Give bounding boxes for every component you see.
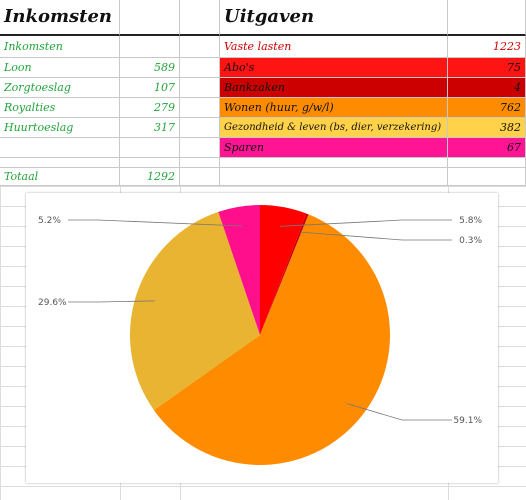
cell[interactable] <box>120 36 180 58</box>
incomes-subheader[interactable]: Inkomsten <box>0 36 120 58</box>
income-label[interactable]: Loon <box>0 58 120 78</box>
expense-value[interactable]: 4 <box>448 78 526 98</box>
cell[interactable] <box>180 168 220 186</box>
leader-line <box>300 231 452 241</box>
pie-slice[interactable] <box>260 205 307 335</box>
total-value[interactable]: 1292 <box>120 168 180 186</box>
leader-line <box>68 219 243 227</box>
expense-value[interactable]: 75 <box>448 58 526 78</box>
income-value[interactable]: 107 <box>120 78 180 98</box>
slice-label: 29.6% <box>38 298 67 308</box>
cell[interactable] <box>0 158 120 168</box>
cell[interactable] <box>180 58 220 78</box>
cell[interactable] <box>180 138 220 158</box>
pie-chart[interactable]: 5.8% 0.3% 59.1% 29.6% 5.2% <box>26 193 498 483</box>
expense-label[interactable]: Gezondheid & leven (bs, dier, verzekerin… <box>220 118 448 138</box>
expenses-subheader-value[interactable]: 1223 <box>448 36 526 58</box>
cell[interactable] <box>180 0 220 36</box>
expenses-subheader[interactable]: Vaste lasten <box>220 36 448 58</box>
slice-label: 59.1% <box>453 416 482 426</box>
income-value[interactable]: 279 <box>120 98 180 118</box>
cell[interactable] <box>180 118 220 138</box>
cell[interactable] <box>220 168 448 186</box>
leader-line <box>280 219 452 227</box>
slice-label: 5.8% <box>459 216 482 226</box>
income-value[interactable]: 317 <box>120 118 180 138</box>
cell[interactable] <box>180 158 220 168</box>
slice-label: 0.3% <box>459 236 482 246</box>
cell[interactable] <box>120 158 180 168</box>
pie-chart-panel[interactable]: 5.8% 0.3% 59.1% 29.6% 5.2% <box>26 193 498 483</box>
expense-value[interactable]: 382 <box>448 118 526 138</box>
leader-line <box>68 300 155 303</box>
pie-slice[interactable] <box>218 205 260 335</box>
income-label[interactable]: Royalties <box>0 98 120 118</box>
cell[interactable] <box>180 78 220 98</box>
cell[interactable] <box>448 158 526 168</box>
pie-slice[interactable] <box>260 213 309 335</box>
expense-label[interactable]: Wonen (huur, g/w/l) <box>220 98 448 118</box>
pie-slice[interactable] <box>153 214 391 466</box>
cell[interactable] <box>180 36 220 58</box>
slice-label: 5.2% <box>38 216 61 226</box>
cell[interactable] <box>120 138 180 158</box>
expense-value[interactable]: 67 <box>448 138 526 158</box>
total-label[interactable]: Totaal <box>0 168 120 186</box>
expenses-header[interactable]: Uitgaven <box>220 0 448 36</box>
income-label[interactable]: Zorgtoeslag <box>0 78 120 98</box>
cell[interactable] <box>180 98 220 118</box>
cell[interactable] <box>0 138 120 158</box>
income-label[interactable]: Huurtoeslag <box>0 118 120 138</box>
expense-label[interactable]: Abo's <box>220 58 448 78</box>
expense-value[interactable]: 762 <box>448 98 526 118</box>
cell[interactable] <box>120 0 180 36</box>
cell[interactable] <box>220 158 448 168</box>
expense-label[interactable]: Bankzaken <box>220 78 448 98</box>
expense-label[interactable]: Sparen <box>220 138 448 158</box>
leader-line <box>346 403 452 421</box>
pie-slice[interactable] <box>130 211 260 411</box>
incomes-header[interactable]: Inkomsten <box>0 0 120 36</box>
cell[interactable] <box>448 0 526 36</box>
income-value[interactable]: 589 <box>120 58 180 78</box>
cell[interactable] <box>448 168 526 186</box>
